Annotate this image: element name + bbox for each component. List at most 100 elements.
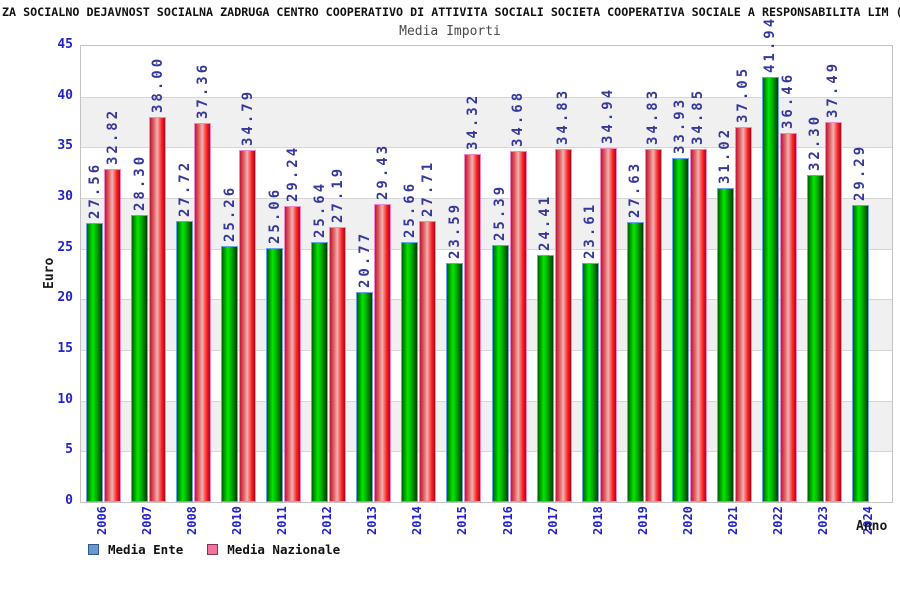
- x-tick-label: 2014: [410, 506, 425, 535]
- y-tick-label: 40: [57, 87, 73, 103]
- bar-value-label: 34.83: [555, 87, 572, 146]
- bar-media-nazionale: [599, 147, 617, 502]
- bar-media-nazionale: [734, 126, 752, 502]
- bar-value-label: 37.36: [194, 62, 211, 120]
- bar-media-nazionale: [194, 123, 212, 502]
- x-tick-label: 2023: [815, 506, 830, 535]
- y-tick-label: 15: [57, 341, 73, 356]
- bar-value-label: 36.46: [780, 71, 797, 129]
- bar-value-label: 25.64: [311, 181, 328, 239]
- bar-value-label: 25.06: [266, 186, 283, 245]
- y-tick-label: 10: [57, 391, 73, 407]
- bar-media-nazionale: [779, 132, 797, 502]
- bar-media-ente: [311, 242, 329, 502]
- y-tick-label: 25: [57, 239, 73, 255]
- x-tick-label: 2006: [95, 506, 109, 535]
- bar-value-label: 37.05: [735, 65, 752, 123]
- legend-label-media-ente: Media Ente: [108, 542, 184, 557]
- bar-value-label: 28.30: [131, 154, 148, 212]
- legend-label-media-nazionale: Media Nazionale: [227, 542, 341, 557]
- bar-value-label: 34.94: [600, 86, 617, 144]
- bar-media-ente: [176, 221, 194, 502]
- bar-media-nazionale: [644, 149, 662, 502]
- bar-value-label: 25.66: [401, 180, 418, 238]
- gridline: [81, 147, 892, 149]
- bar-media-nazionale: [554, 149, 572, 502]
- bar-media-ente: [446, 263, 464, 502]
- bar-media-ente: [86, 222, 103, 502]
- bar-value-label: 27.63: [627, 160, 644, 218]
- y-tick-label: 5: [65, 442, 73, 458]
- legend: Media Ente Media Nazionale: [88, 542, 364, 557]
- plot-area: 27.56 32.82 28.30 38.00 27.72 37.36 25.26 34.79…: [80, 16, 893, 503]
- bar-value-label: 34.79: [239, 88, 256, 146]
- bar-media-ente: [716, 187, 734, 502]
- band: [81, 198, 892, 249]
- bar-value-label: 27.71: [419, 160, 436, 218]
- legend-swatch-media-nazionale: [207, 544, 219, 555]
- chart-title: Media Importi: [399, 24, 501, 39]
- bar-media-ente: [131, 215, 149, 502]
- x-tick-label: 2013: [365, 506, 380, 535]
- y-tick-label: 45: [57, 37, 73, 52]
- bar-media-nazionale: [824, 122, 842, 502]
- bar-value-label: 29.24: [284, 144, 301, 202]
- gridline: [81, 96, 892, 98]
- bar-media-nazionale: [104, 169, 121, 502]
- bar-value-label: 32.82: [104, 108, 121, 166]
- bar-value-label: 41.94: [762, 15, 779, 73]
- x-tick-label: 2011: [275, 506, 290, 535]
- gridline: [81, 451, 892, 453]
- bar-value-label: 34.85: [690, 87, 707, 145]
- x-tick-label: 2022: [770, 506, 785, 535]
- y-tick-label: 35: [57, 138, 73, 154]
- x-tick-label: 2016: [500, 506, 515, 535]
- bar-media-ente: [356, 291, 374, 502]
- bar-media-nazionale: [509, 150, 527, 502]
- gridline: [81, 299, 892, 301]
- gridline: [81, 248, 892, 250]
- bar-value-label: 24.41: [537, 193, 554, 251]
- bar-media-nazionale: [149, 116, 167, 502]
- gridline: [81, 198, 892, 199]
- y-tick-label: 30: [57, 189, 73, 204]
- bar-value-label: 23.61: [582, 201, 599, 259]
- bar-media-nazionale: [374, 203, 392, 502]
- x-tick-label: 2020: [680, 506, 695, 535]
- bar-media-ente: [626, 222, 644, 502]
- bar-value-label: 34.68: [510, 89, 526, 147]
- x-tick-label: 2008: [185, 506, 200, 535]
- bar-media-nazionale: [239, 149, 257, 502]
- band: [81, 96, 892, 148]
- bar-value-label: 37.49: [825, 60, 842, 119]
- bar-value-label: 23.59: [446, 201, 463, 259]
- bar-value-label: 34.32: [464, 93, 481, 151]
- bar-value-label: 27.19: [329, 165, 346, 223]
- y-tick-label: 20: [57, 290, 73, 306]
- band: [81, 299, 892, 350]
- bar-value-label: 25.39: [492, 183, 508, 241]
- bar-value-label: 29.43: [374, 142, 391, 200]
- bar-value-label: 31.02: [717, 126, 734, 184]
- x-tick-label: 2021: [725, 506, 740, 535]
- bar-media-nazionale: [419, 221, 437, 502]
- page-title: ZA SOCIALNO DEJAVNOST SOCIALNA ZADRUGA C…: [2, 5, 900, 19]
- legend-swatch-media-ente: [88, 544, 99, 555]
- bar-media-nazionale: [689, 148, 707, 502]
- bar-value-label: 34.83: [645, 87, 662, 146]
- y-axis-title: Euro: [42, 257, 57, 289]
- bar-media-ente: [851, 205, 869, 502]
- gridline: [81, 350, 892, 351]
- bar-media-ente: [536, 254, 554, 502]
- x-tick-label: 2010: [230, 506, 245, 535]
- bar-value-label: 33.93: [672, 97, 689, 155]
- bar-value-label: 27.56: [86, 161, 103, 219]
- bar-value-label: 32.30: [807, 113, 824, 171]
- x-tick-label: 2015: [455, 506, 470, 535]
- bar-media-nazionale: [284, 205, 302, 502]
- bar-media-ente: [671, 158, 689, 502]
- bar-media-ente: [581, 262, 599, 502]
- y-tick-label: 0: [65, 493, 73, 508]
- bar-media-ente: [266, 248, 284, 502]
